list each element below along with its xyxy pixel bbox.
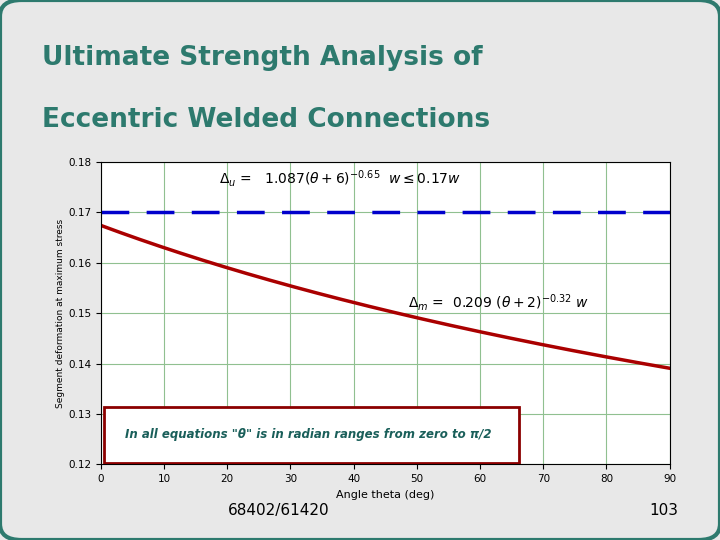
Text: In all equations "θ" is in radian ranges from zero to π/2: In all equations "θ" is in radian ranges… bbox=[125, 428, 492, 441]
FancyBboxPatch shape bbox=[104, 407, 519, 463]
Text: $\Delta_m$ =  $0.209\ (\theta + 2)^{-0.32}\ w$: $\Delta_m$ = $0.209\ (\theta + 2)^{-0.32… bbox=[408, 292, 590, 313]
Y-axis label: Segment deformation at maximum stress: Segment deformation at maximum stress bbox=[56, 219, 66, 408]
Text: $\Delta_u$ =   $1.087(\theta + 6)^{-0.65}$  $w \leq 0.17w$: $\Delta_u$ = $1.087(\theta + 6)^{-0.65}$… bbox=[219, 168, 461, 189]
X-axis label: Angle theta (deg): Angle theta (deg) bbox=[336, 490, 434, 500]
Text: Ultimate Strength Analysis of: Ultimate Strength Analysis of bbox=[42, 45, 482, 71]
Text: 103: 103 bbox=[649, 503, 678, 518]
Text: Eccentric Welded Connections: Eccentric Welded Connections bbox=[42, 107, 490, 133]
Text: 68402/61420: 68402/61420 bbox=[228, 503, 330, 518]
